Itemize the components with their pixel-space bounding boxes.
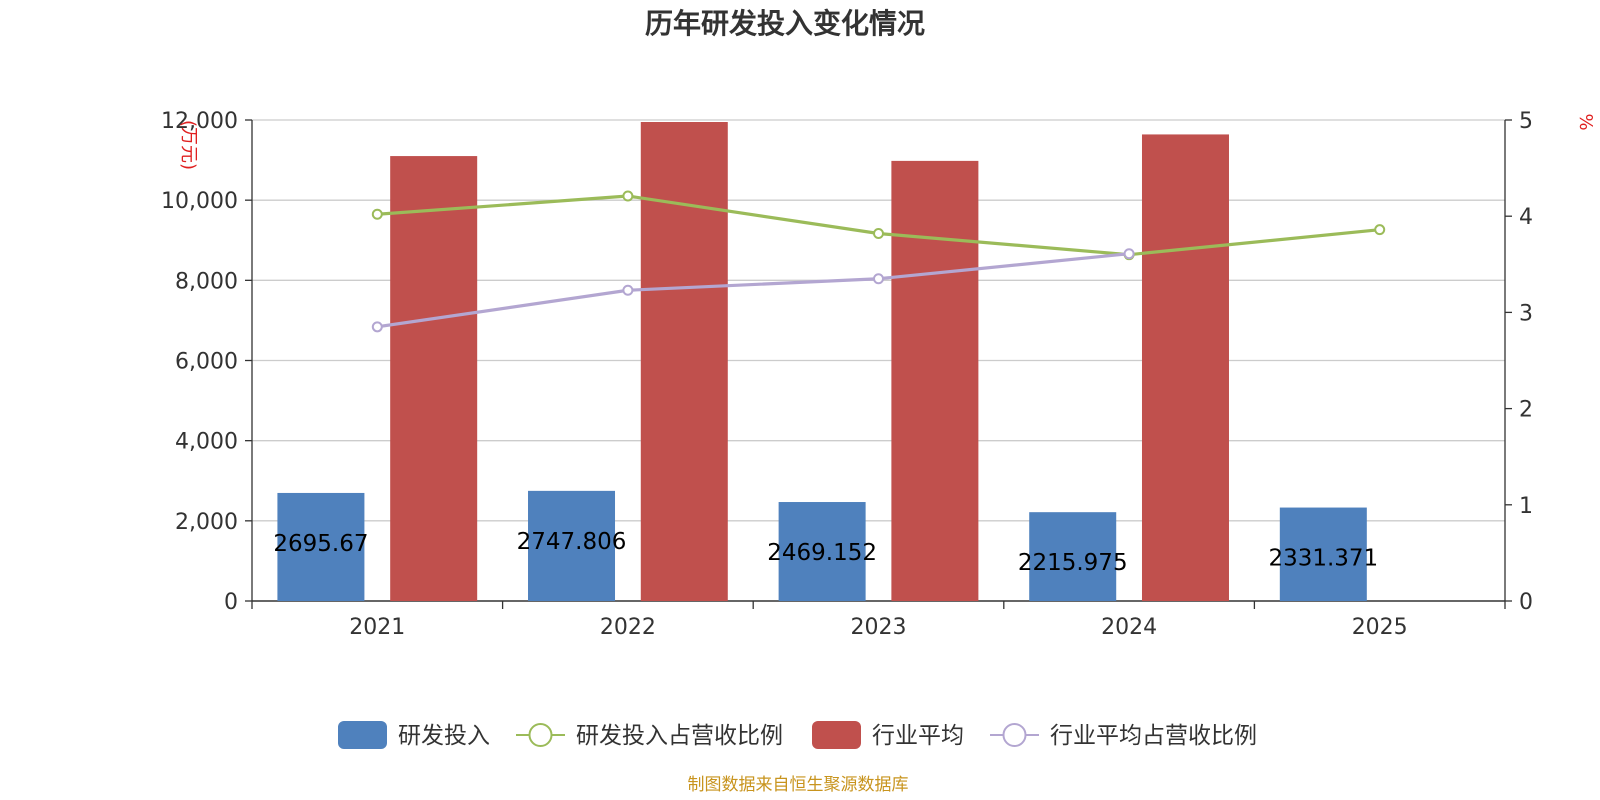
bar-研发投入 [528,490,616,601]
line-行业平均占营收比例 [377,252,1130,329]
line-point [873,273,884,285]
right-tick-label: 0 [1519,590,1533,615]
left-y-axis: 0 2,000 4,000 6,000 8,000 10,000 12,000 [161,109,253,615]
left-tick-label: 6,000 [175,350,238,375]
left-tick-label: 10,000 [161,189,238,214]
bar-研发投入 [1279,507,1367,601]
right-tick-label: 2 [1519,398,1533,423]
line-point [622,190,634,202]
legend-swatch-marker [1002,723,1027,747]
x-tick-label: 2024 [1101,615,1157,640]
legend: 研发投入 研发投入占营收比例 行业平均 行业平均占营收比例 [338,721,1257,749]
legend-label: 行业平均占营收比例 [1050,723,1257,749]
data-label: 2215.975 [1018,550,1128,576]
x-tick-label: 2025 [1352,615,1408,640]
legend-swatch-marker [528,723,553,747]
legend-label: 研发投入 [398,723,490,749]
bar-行业平均 [640,122,728,602]
right-tick-label: 1 [1519,494,1533,519]
right-tick-label: 3 [1519,301,1533,326]
line-point [622,284,634,296]
left-tick-label: 8,000 [175,269,238,294]
right-y-axis: 0 1 2 3 4 5 [1504,109,1533,615]
left-tick-label: 12,000 [161,109,238,134]
data-labels: 2695.67 2747.806 2469.152 2215.975 2331.371 [273,529,1378,576]
bar-研发投入 [277,492,365,601]
right-tick-label: 4 [1519,205,1533,230]
bar-行业平均 [891,160,979,601]
legend-label: 行业平均 [872,723,964,749]
left-tick-label: 0 [224,590,238,615]
x-axis: 2021 2022 2023 2024 2025 [251,600,1506,640]
legend-swatch-bar [812,721,861,749]
left-tick-label: 4,000 [175,430,238,455]
line-series [371,190,1386,333]
bar-series [277,122,1367,602]
data-label: 2747.806 [517,529,627,555]
line-point [1374,224,1386,236]
right-tick-label: 5 [1519,109,1533,134]
x-tick-label: 2022 [600,615,656,640]
left-axis-unit: (万元) [178,120,199,170]
bar-行业平均 [1141,134,1229,601]
x-tick-label: 2023 [851,615,907,640]
data-label: 2331.371 [1268,546,1378,572]
x-tick-label: 2021 [349,615,405,640]
data-label: 2695.67 [273,531,368,557]
line-point [371,208,383,220]
legend-swatch-bar [338,721,387,749]
data-label: 2469.152 [767,540,877,566]
bar-研发投入 [778,502,866,601]
line-point [371,321,383,333]
line-研发投入占营收比例 [377,194,1380,257]
bar-研发投入 [1029,512,1117,601]
left-tick-label: 2,000 [175,510,238,535]
source-note: 制图数据来自恒生聚源数据库 [688,775,909,795]
legend-label: 研发投入占营收比例 [576,723,783,749]
right-axis-unit: % [1575,113,1596,130]
bar-行业平均 [390,156,478,601]
chart-title: 历年研发投入变化情况 [645,7,925,40]
line-point [873,228,884,240]
line-point [1123,248,1135,260]
